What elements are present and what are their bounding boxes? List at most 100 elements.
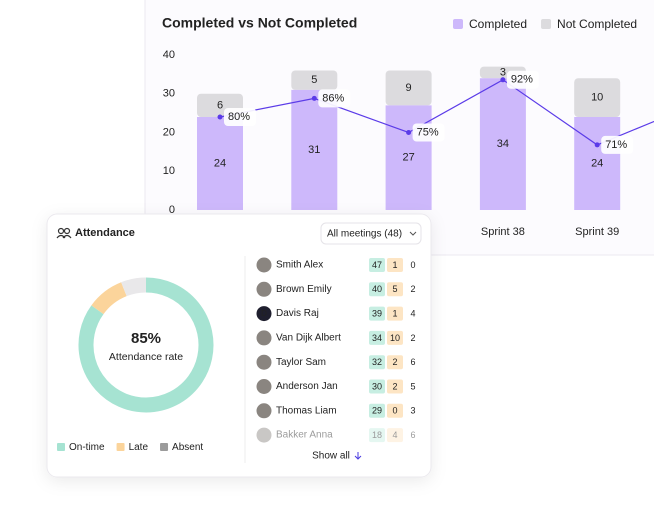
bar-value-label: 24 <box>591 157 603 169</box>
member-name: Taylor Sam <box>276 357 326 368</box>
rate-label-bg <box>412 123 445 142</box>
avatar <box>256 281 272 297</box>
count: 10 <box>390 333 400 343</box>
card-title: Completed vs Not Completed <box>162 15 357 31</box>
bar-value-label: 27 <box>402 152 414 164</box>
y-tick-label: 20 <box>163 126 175 138</box>
rate-label: 75% <box>417 126 439 138</box>
rate-label: 92% <box>511 74 533 86</box>
member-name: Thomas Liam <box>276 405 337 416</box>
member-name: Smith Alex <box>276 260 323 271</box>
legend-label: Completed <box>469 17 527 31</box>
bar-value-label: 24 <box>214 157 226 169</box>
count-badge <box>387 330 403 345</box>
count: 2 <box>392 381 397 391</box>
bar-value-label: 10 <box>591 92 603 104</box>
x-tick-label: Sprint 38 <box>481 226 525 238</box>
bar-not-completed <box>385 70 432 106</box>
count-badge <box>369 355 385 370</box>
count: 47 <box>372 260 382 270</box>
count: 2 <box>410 333 415 343</box>
count-badge <box>387 355 403 370</box>
bar-card: Completed vs Not Completed 0 10 20 30 40 Comp… <box>144 0 654 256</box>
count: 6 <box>410 357 415 367</box>
bar-value-label: 6 <box>217 99 223 111</box>
member-row: Smith Alex 47 1 0 <box>256 257 416 273</box>
count-badge <box>369 258 385 272</box>
bar-completed <box>479 78 526 210</box>
count: 0 <box>410 260 415 270</box>
avatar <box>256 427 272 443</box>
avatar <box>256 257 272 273</box>
donut-segment <box>78 277 214 413</box>
count-badge <box>387 258 403 272</box>
count-badge <box>369 306 385 321</box>
count: 5 <box>392 284 397 294</box>
legend-label: On-time <box>69 442 105 453</box>
count: 32 <box>372 357 382 367</box>
rate-point <box>594 142 600 148</box>
count: 6 <box>410 430 415 440</box>
count-badge <box>387 306 403 321</box>
bar-value-label: 3 <box>500 66 506 78</box>
chevron <box>409 231 417 236</box>
count-badge <box>369 330 385 345</box>
avatar <box>256 379 272 394</box>
member-row: Van Dijk Albert 34 10 2 <box>256 330 416 346</box>
avatar <box>256 403 272 419</box>
arrow-down <box>354 452 362 460</box>
avatar-initial: D <box>261 309 267 318</box>
rate-label: 80% <box>228 111 250 123</box>
rate-label-bg <box>224 108 256 126</box>
legend-label: Absent <box>172 442 203 453</box>
count: 1 <box>392 260 397 270</box>
count: 1 <box>392 308 397 318</box>
count: 30 <box>372 381 382 391</box>
count: 0 <box>392 406 397 416</box>
member-row: Thomas Liam 29 0 3 <box>256 403 416 419</box>
rate-point <box>217 114 223 120</box>
show-all[interactable]: Show all <box>312 451 350 462</box>
count: 2 <box>410 284 415 294</box>
count-badge <box>387 403 403 418</box>
member-row: Bakker Anna 18 4 6 <box>256 427 416 443</box>
count: 3 <box>410 406 415 416</box>
y-tick-label: 30 <box>163 88 175 100</box>
count-badge <box>369 428 385 443</box>
filter-dropdown[interactable] <box>320 222 422 245</box>
legend-label: Late <box>129 442 149 453</box>
count: 4 <box>410 308 415 318</box>
count: 39 <box>372 308 382 318</box>
count: 40 <box>372 284 382 294</box>
avatar <box>256 330 272 346</box>
card-title: Attendance <box>75 227 135 239</box>
avatar <box>256 306 272 322</box>
count-badge <box>387 428 403 443</box>
rate-label-bg <box>318 89 351 108</box>
rate-label-bg <box>601 135 634 154</box>
legend-swatch <box>116 443 125 451</box>
bar-not-completed <box>291 70 338 90</box>
count-badge <box>387 282 403 297</box>
rate-point <box>500 77 506 83</box>
avatar <box>256 354 272 370</box>
member-name: Anderson Jan <box>276 381 338 392</box>
count: 4 <box>392 430 397 440</box>
y-tick-label: 10 <box>163 165 175 177</box>
member-name: Van Dijk Albert <box>276 333 341 344</box>
attendance-card: Attendance All meetings (48) 85% Attenda… <box>46 213 432 478</box>
count-badge <box>369 379 385 394</box>
y-tick-label: 0 <box>169 204 175 216</box>
member-name: Brown Emily <box>276 284 332 295</box>
filter-label[interactable]: All meetings (48) <box>327 229 402 240</box>
count: 18 <box>372 430 382 440</box>
y-tick-label: 40 <box>163 49 175 61</box>
member-name: Bakker Anna <box>276 430 333 441</box>
bar-completed <box>385 105 432 210</box>
legend-swatch <box>453 19 463 29</box>
count-badge <box>369 403 385 418</box>
bar-completed <box>574 117 621 210</box>
bar-value-label: 31 <box>308 144 320 156</box>
people-icon <box>56 227 72 239</box>
